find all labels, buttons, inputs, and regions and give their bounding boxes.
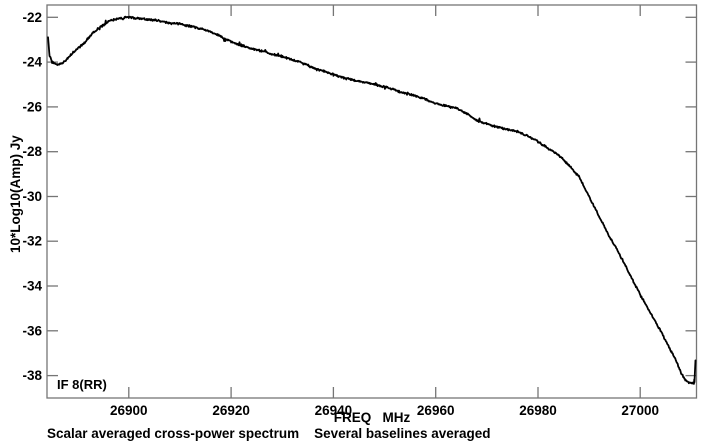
y-tick-label: -24 [22,55,42,70]
y-tick-label: -32 [22,234,42,249]
y-tick-label: -30 [22,189,42,204]
spectrum-trace [47,15,697,385]
plot-caption: Scalar averaged cross-power spectrum Sev… [47,426,491,441]
x-tick-label: 26980 [519,403,557,418]
y-tick-label: -22 [22,10,42,25]
y-tick-label: -38 [22,368,42,383]
x-tick-label: 27000 [621,403,659,418]
x-tick-label: 26920 [212,403,250,418]
y-axis-label: 10*Log10(Amp) Jy [8,135,23,253]
x-tick-label: 26940 [315,403,353,418]
x-tick-label: 26900 [110,403,148,418]
plot-frame [46,4,698,399]
y-tick-label: -26 [22,99,42,114]
x-tick-label: 26960 [417,403,455,418]
y-tick-label: -36 [22,323,42,338]
if-annotation: IF 8(RR) [57,377,107,392]
y-tick-label: -34 [22,279,42,294]
y-tick-label: -28 [22,144,42,159]
x-axis-label: FREQ MHz [333,410,411,425]
